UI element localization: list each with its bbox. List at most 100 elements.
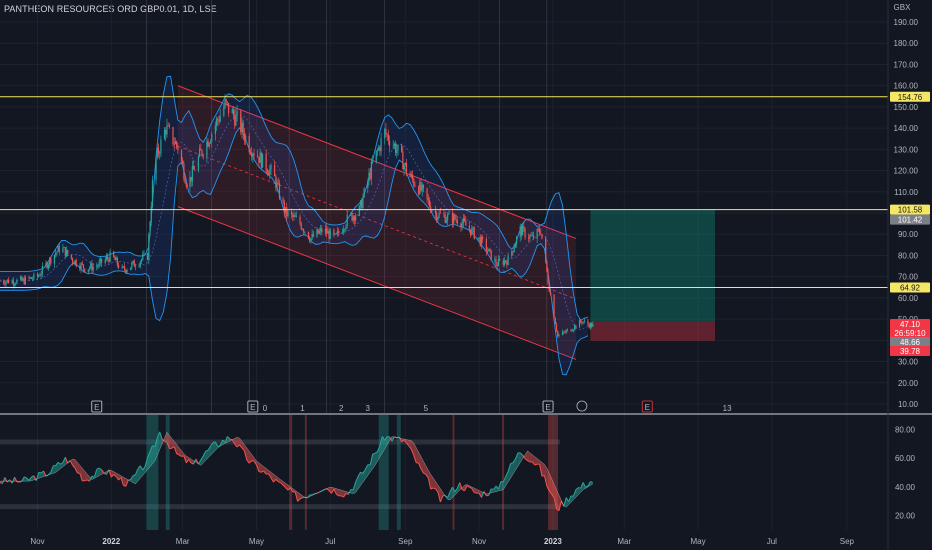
band-lower <box>0 127 589 376</box>
price-tag-bg <box>890 328 930 338</box>
osc-line <box>430 487 434 490</box>
candle-body <box>460 223 462 228</box>
osc-line <box>582 482 586 488</box>
horizontal-levels[interactable] <box>0 96 888 288</box>
candle-body <box>294 215 296 217</box>
candle-body <box>317 229 319 234</box>
candle-body <box>33 273 35 279</box>
osc-line <box>1 477 6 484</box>
candle-body <box>353 216 356 221</box>
candle-body <box>438 212 440 218</box>
osc-line <box>289 487 294 493</box>
osc-fill <box>96 468 100 478</box>
long-position-box[interactable] <box>590 209 715 341</box>
grid <box>0 0 888 530</box>
earnings-marker[interactable]: E <box>542 400 554 413</box>
osc-line <box>432 487 436 490</box>
earnings-marker[interactable]: E <box>641 400 653 413</box>
candle-body <box>316 229 318 237</box>
osc-line <box>343 493 347 498</box>
candle-body <box>564 332 566 333</box>
candle-body <box>437 217 439 221</box>
candle-body <box>53 254 56 264</box>
osc-fill <box>546 468 550 491</box>
osc-line <box>139 465 144 471</box>
candle-body <box>318 230 320 234</box>
event-count: 13 <box>723 404 732 413</box>
oversold-band <box>0 504 560 510</box>
price-tag: 101.42 <box>890 214 930 225</box>
osc-line <box>401 439 405 443</box>
osc-line <box>391 436 395 442</box>
price-tick-label: 180.00 <box>894 39 919 48</box>
osc-line <box>268 473 272 479</box>
candle-body <box>115 257 117 261</box>
osc-fill <box>517 452 521 467</box>
osc-fill <box>164 432 167 443</box>
osc-line <box>285 487 289 491</box>
candle-body <box>277 182 279 184</box>
osc-line <box>62 456 66 463</box>
osc-fill <box>551 478 555 498</box>
earnings-label: E <box>94 403 99 412</box>
candle-body <box>411 174 414 180</box>
osc-line <box>493 485 497 490</box>
price-tag-bg <box>890 91 930 102</box>
candle-body <box>387 134 389 142</box>
osc-fill <box>181 450 184 457</box>
osc-fill <box>212 441 216 453</box>
candle-body <box>404 162 406 165</box>
candle-body <box>486 251 489 253</box>
candle-body <box>116 257 118 265</box>
osc-line <box>239 444 243 449</box>
candle-body <box>40 273 42 276</box>
earnings-marker[interactable]: E <box>91 400 103 413</box>
osc-line <box>258 471 262 473</box>
candle-body <box>73 262 75 265</box>
price-channel <box>177 85 577 360</box>
candle-body <box>368 172 370 182</box>
candle-body <box>372 161 374 163</box>
candle-body <box>385 128 387 134</box>
osc-tick-label: 20.00 <box>895 512 916 521</box>
band-basis <box>0 114 589 330</box>
candle-body <box>301 229 304 230</box>
osc-line <box>219 439 224 446</box>
candle-body <box>309 238 311 242</box>
candle-body <box>376 150 379 151</box>
candle-body <box>124 266 126 270</box>
candle-body <box>32 278 34 280</box>
candle-body <box>167 125 169 127</box>
osc-fill <box>350 489 354 494</box>
candle-body <box>81 263 83 265</box>
osc-line <box>287 487 291 491</box>
candle-body <box>23 278 25 285</box>
candle-body <box>269 169 271 176</box>
candle-body <box>524 228 526 238</box>
osc-line <box>55 461 59 466</box>
osc-line <box>98 467 102 471</box>
candle-body <box>479 237 481 246</box>
candle-body <box>346 214 348 226</box>
osc-fill <box>79 465 83 481</box>
candle-body <box>185 183 187 187</box>
candle-body <box>295 216 298 218</box>
candle-body <box>36 273 39 277</box>
osc-line <box>164 440 168 443</box>
osc-line <box>183 455 187 464</box>
candle-body <box>589 323 591 328</box>
candle-body <box>546 260 548 272</box>
candle-body <box>403 164 405 170</box>
osc-fill <box>500 481 504 491</box>
candle-body <box>352 216 354 221</box>
osc-fill <box>329 487 332 494</box>
candle-body <box>165 129 167 135</box>
osc-line <box>420 468 424 474</box>
candle-body <box>16 279 18 284</box>
price-tag-text: 154.76 <box>898 93 923 102</box>
candle-body <box>87 269 89 273</box>
event-markers[interactable]: E E E E0 1 2 3 5 13 <box>91 400 732 413</box>
earnings-marker[interactable]: E <box>247 400 259 413</box>
osc-fill <box>53 465 56 474</box>
